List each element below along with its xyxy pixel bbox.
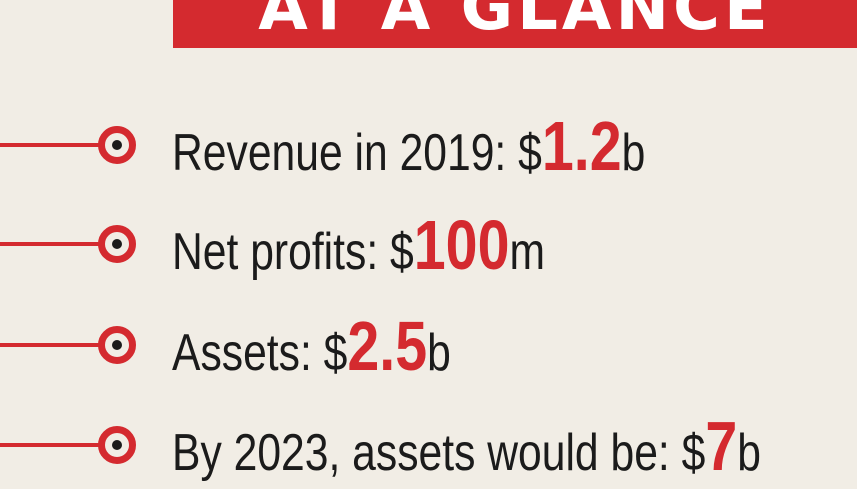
connector-line: [0, 242, 112, 246]
bullet-icon: [98, 426, 136, 464]
item-value: 2.5: [347, 307, 428, 385]
header-banner: AT A GLANCE: [173, 0, 857, 48]
connector-line: [0, 443, 112, 447]
item-text: Assets: $2.5b: [172, 310, 451, 389]
item-text: By 2023, assets would be: $7b: [172, 410, 761, 489]
connector-line: [0, 343, 112, 347]
item-unit: b: [427, 324, 451, 382]
bullet-icon: [98, 126, 136, 164]
bullet-icon: [98, 225, 136, 263]
item-unit: m: [509, 223, 546, 281]
list-item: Net profits: $100m: [0, 203, 857, 283]
item-value: 1.2: [541, 107, 622, 185]
item-text: Net profits: $100m: [172, 209, 545, 288]
banner-title: AT A GLANCE: [258, 0, 772, 45]
list-item: Revenue in 2019: $1.2b: [0, 104, 857, 184]
list-item: Assets: $2.5b: [0, 304, 857, 384]
item-value: 7: [705, 407, 738, 485]
item-label: Revenue in 2019: $: [172, 124, 542, 182]
item-text: Revenue in 2019: $1.2b: [172, 110, 645, 189]
bullet-icon: [98, 326, 136, 364]
list-item: By 2023, assets would be: $7b: [0, 404, 857, 484]
item-unit: b: [621, 124, 646, 182]
item-unit: b: [737, 424, 761, 482]
item-label: By 2023, assets would be: $: [172, 424, 706, 482]
item-label: Net profits: $: [172, 223, 414, 281]
connector-line: [0, 143, 112, 147]
item-label: Assets: $: [172, 324, 348, 382]
item-value: 100: [413, 206, 510, 284]
